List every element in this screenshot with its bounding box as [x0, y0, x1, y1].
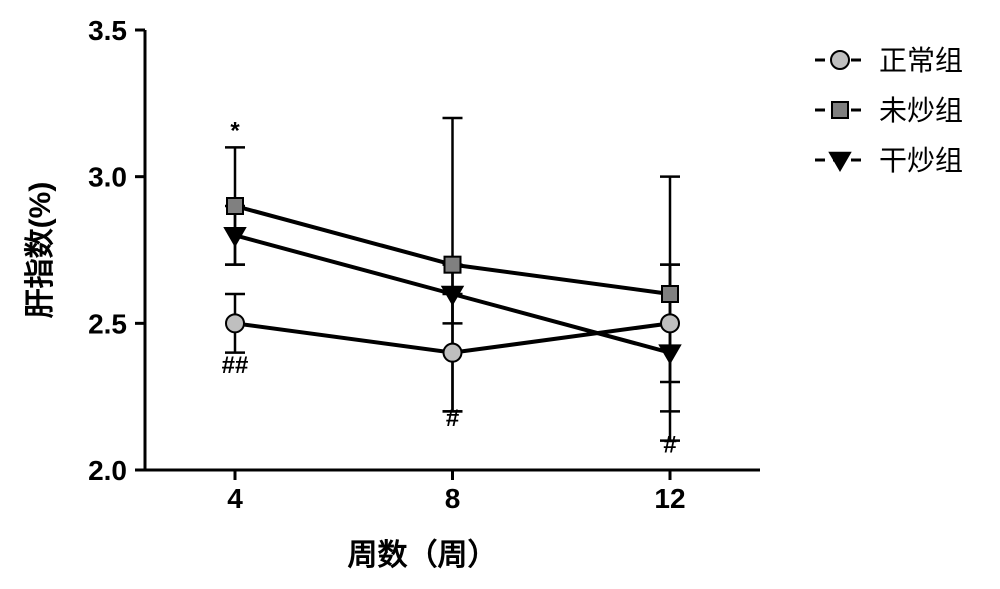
x-tick-label: 12 — [654, 483, 685, 514]
marker-square-icon — [832, 102, 848, 118]
x-tick-label: 4 — [227, 483, 243, 514]
marker-circle-icon — [444, 344, 462, 362]
legend-label-normal: 正常组 — [879, 45, 963, 76]
marker-circle-icon — [226, 314, 244, 332]
marker-square-icon — [662, 286, 678, 302]
y-tick-label: 3.5 — [88, 15, 127, 46]
y-tick-label: 2.0 — [88, 455, 127, 486]
y-tick-label: 3.0 — [88, 162, 127, 193]
y-axis-title: 肝指数(%) — [24, 182, 57, 319]
significance-annotation: # — [446, 405, 459, 432]
liver-index-chart: 2.02.53.03.5肝指数(%)4812周数（周）*####正常组未炒组干炒… — [0, 0, 1000, 589]
legend-label-unfried: 未炒组 — [879, 95, 963, 126]
marker-square-icon — [227, 198, 243, 214]
significance-annotation: ## — [222, 352, 249, 379]
marker-circle-icon — [661, 314, 679, 332]
significance-annotation: * — [230, 118, 240, 145]
x-tick-label: 8 — [445, 483, 461, 514]
marker-circle-icon — [831, 51, 849, 69]
marker-triangle-down-icon — [660, 345, 680, 362]
y-tick-label: 2.5 — [88, 308, 127, 339]
x-axis-title: 周数（周） — [348, 538, 498, 572]
legend-label-dryfried: 干炒组 — [879, 145, 963, 176]
significance-annotation: # — [663, 431, 676, 458]
marker-square-icon — [445, 257, 461, 273]
